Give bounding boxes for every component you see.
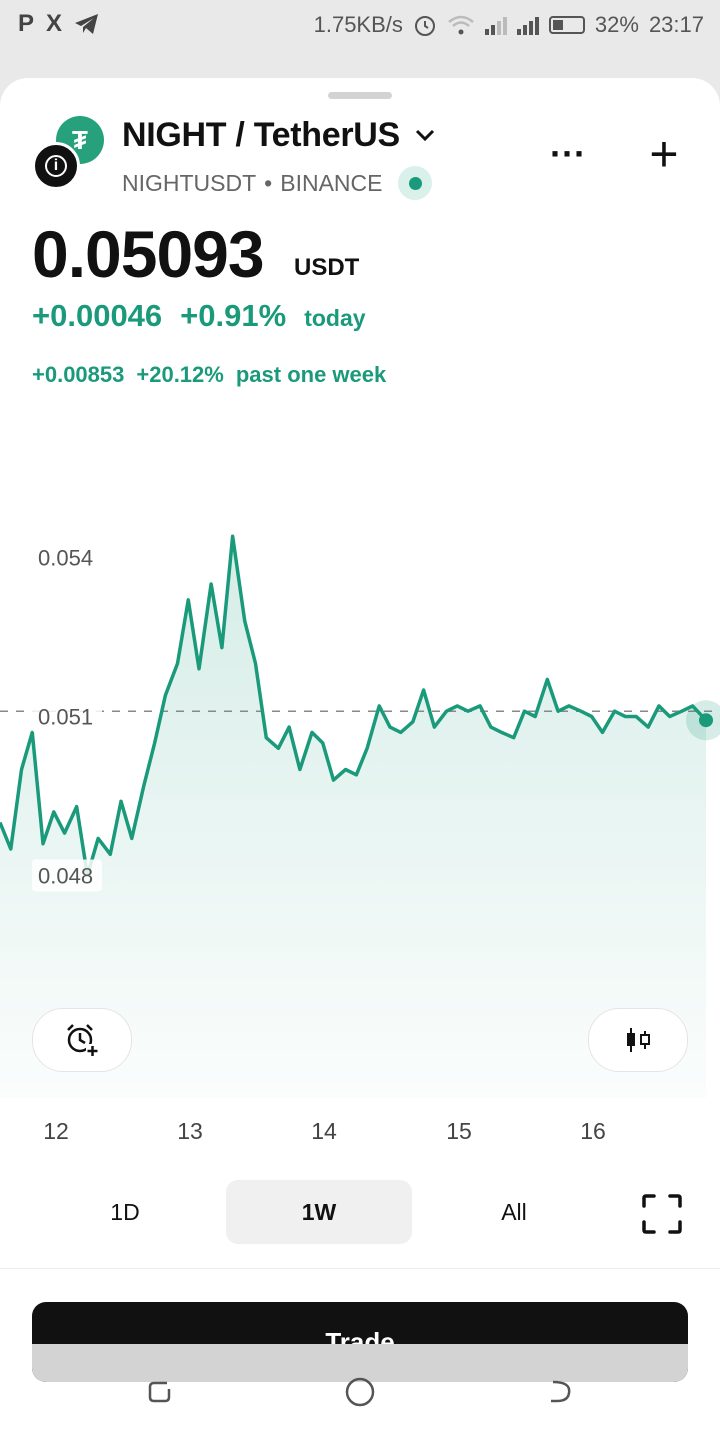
status-bar: P X 1.75KB/s 32% 23:17 xyxy=(0,0,720,50)
signal-2-icon xyxy=(516,15,539,35)
pair-subtitle: NIGHTUSDT • BINANCE xyxy=(122,166,433,200)
recent-apps-icon xyxy=(148,1381,171,1403)
chevron-down-icon[interactable] xyxy=(414,128,436,142)
pair-exchange: BINANCE xyxy=(280,169,383,196)
recent-apps-button[interactable] xyxy=(138,1370,182,1414)
price-chart[interactable]: 0.054 0.051 0.048 xyxy=(0,378,720,1098)
x-app-icon: X xyxy=(46,10,63,37)
wifi-icon xyxy=(448,15,474,35)
tab-1w[interactable]: 1W xyxy=(226,1180,412,1244)
home-button[interactable] xyxy=(338,1370,382,1414)
network-speed: 1.75KB/s xyxy=(313,12,403,37)
live-indicator-icon xyxy=(398,166,433,200)
x-tick-label: 14 xyxy=(311,1118,337,1144)
weekly-change-abs: +0.00853 xyxy=(32,362,125,387)
y-tick-label: 0.048 xyxy=(38,864,93,889)
y-tick-background xyxy=(32,541,102,574)
battery-percent: 32% xyxy=(594,12,639,37)
fullscreen-icon[interactable] xyxy=(640,1192,684,1236)
range-tabs: 1D 1W All xyxy=(0,1180,720,1246)
price-alert-button[interactable] xyxy=(32,1008,132,1072)
price-line xyxy=(0,534,708,878)
pair-separator: • xyxy=(264,169,273,196)
add-icon[interactable]: + xyxy=(649,126,679,182)
tab-all[interactable]: All xyxy=(501,1198,527,1225)
info-icon[interactable]: i xyxy=(32,142,80,190)
signal-1-icon xyxy=(484,15,507,35)
alarm-status-icon xyxy=(414,16,435,36)
y-tick-background xyxy=(32,700,102,733)
status-bar-right: 1.75KB/s 32% 23:17 xyxy=(314,12,704,38)
p-app-icon: P xyxy=(18,10,35,37)
y-tick-label: 0.054 xyxy=(38,546,93,571)
status-bar-left: P X xyxy=(18,10,100,38)
back-icon xyxy=(551,1380,571,1403)
system-nav-overlay xyxy=(32,1344,688,1382)
home-icon xyxy=(345,1377,375,1407)
x-tick-label: 16 xyxy=(580,1118,606,1144)
candlestick-toggle-button[interactable] xyxy=(588,1008,688,1072)
weekly-change-pct: +20.12% xyxy=(136,362,224,387)
current-price: 0.05093 xyxy=(32,217,265,291)
candlestick-icon xyxy=(627,1028,650,1052)
daily-change-label: today xyxy=(304,305,366,331)
bottom-sheet: ₮ i NIGHT / TetherUS NIGHTUSDT • BINANCE… xyxy=(0,78,720,1440)
daily-change-abs: +0.00046 xyxy=(32,298,163,333)
alarm-add-icon xyxy=(67,1024,99,1057)
divider xyxy=(0,1268,720,1269)
telegram-icon xyxy=(75,14,99,34)
last-price-marker xyxy=(699,713,713,728)
weekly-change-label: past one week xyxy=(235,362,387,387)
price-area-fill xyxy=(0,536,706,1098)
weekly-change: +0.00853 +20.12% past one week xyxy=(32,362,386,388)
x-tick-label: 12 xyxy=(43,1118,69,1144)
daily-change-pct: +0.91% xyxy=(180,298,287,333)
system-nav-bar xyxy=(0,1370,720,1414)
pair-title[interactable]: NIGHT / TetherUS xyxy=(122,116,400,154)
more-options-icon[interactable]: ··· xyxy=(550,133,586,174)
x-tick-label: 15 xyxy=(446,1118,472,1144)
x-tick-label: 13 xyxy=(177,1118,203,1144)
battery-icon xyxy=(548,16,585,34)
y-tick-background xyxy=(32,859,102,892)
pair-symbol: NIGHTUSDT xyxy=(122,169,257,196)
tab-1d[interactable]: 1D xyxy=(110,1198,140,1225)
clock: 23:17 xyxy=(648,12,704,37)
back-button[interactable] xyxy=(538,1370,582,1414)
y-tick-label: 0.051 xyxy=(38,705,93,730)
daily-change: +0.00046 +0.91% today xyxy=(32,298,366,334)
sheet-drag-handle[interactable] xyxy=(328,92,392,99)
price-unit: USDT xyxy=(294,254,360,281)
